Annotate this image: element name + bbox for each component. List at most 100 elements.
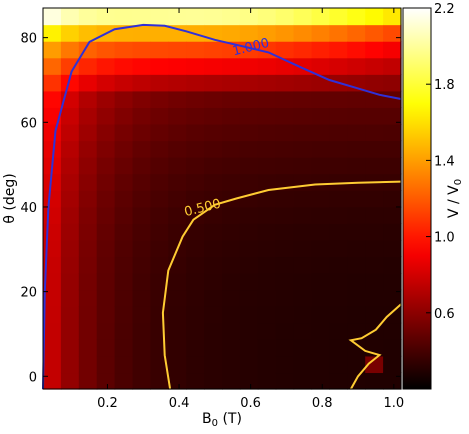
heatmap-cell <box>383 123 402 142</box>
heatmap-cell <box>383 273 402 291</box>
heatmap-cell <box>60 140 80 158</box>
heatmap-cell <box>311 206 330 224</box>
heatmap-cell <box>365 256 384 274</box>
heatmap-cell <box>311 57 330 75</box>
heatmap-cell <box>168 289 187 307</box>
heatmap-cell <box>222 74 241 92</box>
y-tick-label: 80 <box>20 32 37 47</box>
heatmap-cell <box>204 339 223 357</box>
heatmap-cell <box>78 107 98 125</box>
heatmap-cell <box>257 140 277 158</box>
heatmap-cell <box>132 239 151 258</box>
heatmap-cell <box>150 223 169 241</box>
heatmap-cell <box>78 123 98 142</box>
heatmap-cell <box>60 107 80 125</box>
x-tick-label: 0.6 <box>240 396 261 411</box>
heatmap-cell <box>222 157 241 175</box>
heatmap-cell <box>275 339 295 357</box>
heatmap-cell <box>293 239 313 258</box>
heatmap-cell <box>347 239 366 258</box>
x-tick-label: 0.2 <box>97 396 118 411</box>
heatmap-cell <box>204 256 223 274</box>
contour-line <box>161 180 402 390</box>
heatmap-cell <box>222 306 241 324</box>
heatmap-cell <box>239 223 259 241</box>
heatmap-cell <box>365 223 384 241</box>
heatmap-cell <box>383 107 402 125</box>
heatmap-cell <box>275 306 295 324</box>
heatmap-cell <box>347 107 366 125</box>
colorbar-bar <box>402 7 432 390</box>
heatmap-cell <box>239 74 259 92</box>
heatmap-cell <box>150 140 169 158</box>
heatmap-cell <box>114 256 134 274</box>
heatmap-cell <box>383 190 402 208</box>
heatmap-cell <box>132 289 151 307</box>
heatmap-cell <box>311 372 330 390</box>
heatmap-cell <box>78 256 98 274</box>
heatmap-cell <box>186 140 205 158</box>
heatmap-cell <box>114 74 134 92</box>
heatmap-cell <box>132 140 151 158</box>
heatmap-cell <box>329 90 348 108</box>
heatmap-cell <box>132 339 151 357</box>
heatmap-cell <box>293 256 313 274</box>
contour-line <box>348 303 402 390</box>
heatmap-cell <box>383 355 402 374</box>
heatmap-cell <box>257 107 277 125</box>
heatmap-cell <box>150 173 169 191</box>
heatmap-cell <box>293 339 313 357</box>
heatmap-cell <box>150 107 169 125</box>
heatmap-cell <box>293 140 313 158</box>
heatmap-cell <box>132 306 151 324</box>
heatmap-cell <box>239 306 259 324</box>
heatmap-cell <box>168 41 187 59</box>
y-tick-label: 60 <box>20 116 37 131</box>
heatmap-cell <box>168 355 187 374</box>
heatmap-cell <box>365 206 384 224</box>
heatmap-cell <box>293 289 313 307</box>
heatmap-cell <box>132 173 151 191</box>
heatmap-cell <box>186 157 205 175</box>
heatmap-cell <box>114 322 134 340</box>
heatmap-cell <box>222 8 241 26</box>
heatmap-cell <box>186 372 205 390</box>
heatmap-cell <box>293 372 313 390</box>
heatmap-cell <box>150 256 169 274</box>
heatmap-cell <box>239 339 259 357</box>
heatmap-cell <box>383 206 402 224</box>
heatmap-cell <box>311 157 330 175</box>
heatmap-cell <box>168 322 187 340</box>
colorbar-tick-label: 0.6 <box>434 307 455 322</box>
heatmap-cell <box>132 123 151 142</box>
heatmap-cell <box>96 239 116 258</box>
heatmap-cell <box>275 289 295 307</box>
heatmap-cell <box>78 57 98 75</box>
heatmap-cell <box>257 273 277 291</box>
heatmap-cell <box>329 256 348 274</box>
heatmap-cell <box>329 190 348 208</box>
heatmap-cell <box>311 173 330 191</box>
heatmap-cell <box>132 8 151 26</box>
colorbar-label: V / V0 <box>446 179 464 218</box>
heatmap-cell <box>60 322 80 340</box>
heatmap-cell <box>257 322 277 340</box>
heatmap-cell <box>257 24 277 42</box>
heatmap-cell <box>168 173 187 191</box>
heatmap-cell <box>186 173 205 191</box>
heatmap-cell <box>257 355 277 374</box>
heatmap-cell <box>78 355 98 374</box>
heatmap-cell <box>365 123 384 142</box>
heatmap-cell <box>78 24 98 42</box>
heatmap-cell <box>60 306 80 324</box>
heatmap-cell <box>257 157 277 175</box>
heatmap-cell <box>311 306 330 324</box>
colorbar-tick-label: 2.2 <box>434 2 455 17</box>
heatmap-cell <box>329 107 348 125</box>
heatmap-cell <box>186 239 205 258</box>
heatmap-cell <box>329 273 348 291</box>
heatmap-cell <box>383 140 402 158</box>
heatmap-cell <box>329 173 348 191</box>
